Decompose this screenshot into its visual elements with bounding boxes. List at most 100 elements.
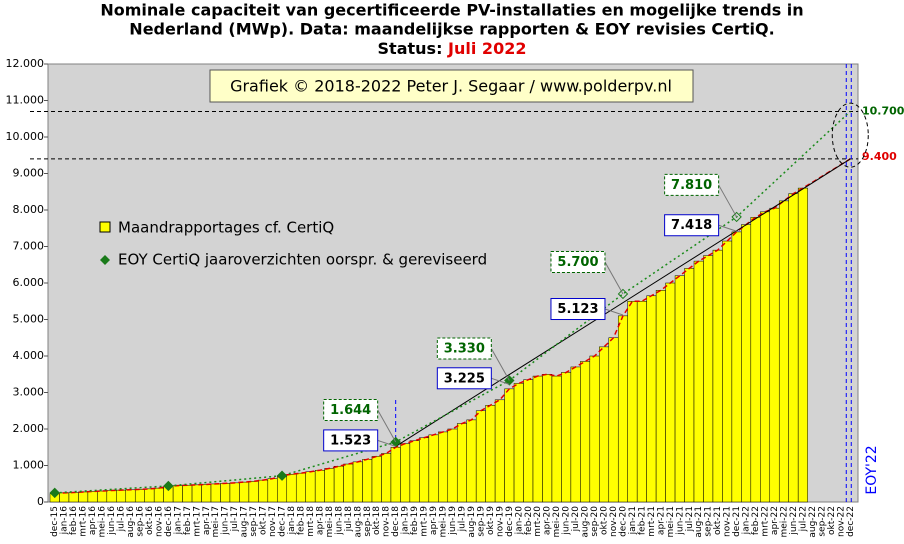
leader-line <box>718 224 737 232</box>
bar <box>561 372 572 503</box>
bar <box>371 456 382 503</box>
x-tick-label: nov-19 <box>495 506 505 537</box>
bar <box>570 366 581 503</box>
x-tick-label: okt-22 <box>827 506 837 535</box>
label-box <box>436 337 492 360</box>
bar <box>144 488 155 503</box>
x-tick-label: jan-18 <box>287 506 297 536</box>
bar <box>494 399 505 503</box>
trend-line <box>395 158 851 447</box>
bar <box>674 275 685 503</box>
eoy-marker <box>49 487 60 499</box>
label-box <box>664 173 720 196</box>
y-tick-label: 12.000 <box>6 57 45 70</box>
x-tick-label: feb-19 <box>410 506 420 535</box>
x-tick-label: okt-19 <box>486 506 496 535</box>
bar <box>627 301 638 503</box>
x-tick-label: jul-21 <box>685 506 695 532</box>
bar <box>731 231 742 503</box>
bar <box>352 461 363 503</box>
x-tick-label: mei-18 <box>325 506 335 538</box>
bar <box>741 224 752 503</box>
bar <box>125 489 136 503</box>
x-tick-label: mrt-17 <box>192 506 202 537</box>
y-tick-label: 6.000 <box>13 276 45 289</box>
y-tick-label: 10.000 <box>6 130 45 143</box>
bar <box>428 434 439 503</box>
bar <box>59 492 70 503</box>
bar <box>513 383 524 503</box>
x-tick-label: nov-21 <box>723 506 733 537</box>
status-label: Status: <box>378 39 443 58</box>
eoy-marker <box>163 480 174 492</box>
annotation-label: 5.123 <box>557 302 598 317</box>
x-tick-label: okt-18 <box>372 506 382 535</box>
x-tick-label: jan-16 <box>60 506 70 536</box>
bar <box>324 468 335 503</box>
projection-label: 10.700 <box>862 104 904 117</box>
x-tick-label: sep-19 <box>476 506 486 537</box>
bar <box>267 478 278 503</box>
status-value: Juli 2022 <box>447 39 526 58</box>
legend-label: Maandrapportages cf. CertiQ <box>118 219 334 237</box>
y-tick-label: 4.000 <box>13 349 45 362</box>
bar <box>68 492 79 503</box>
x-tick-label: apr-20 <box>543 506 553 535</box>
bar <box>116 489 127 503</box>
bar <box>97 490 108 503</box>
annotation-label: 3.225 <box>444 371 485 386</box>
leader-line <box>604 261 624 295</box>
label-box <box>323 429 379 452</box>
x-tick-label: jan-21 <box>628 506 638 535</box>
y-tick-label: 5.000 <box>13 313 45 326</box>
eoy-marker <box>617 288 629 300</box>
x-tick-label: mrt-20 <box>533 506 543 537</box>
leader-line <box>718 184 738 218</box>
x-tick-label: mrt-18 <box>306 506 316 537</box>
y-tick-label: 11.000 <box>6 94 45 107</box>
x-tick-label: apr-18 <box>315 506 325 535</box>
bar <box>580 361 591 503</box>
bar <box>239 481 250 503</box>
bar <box>381 453 392 503</box>
x-tick-label: aug-17 <box>240 506 250 538</box>
bar <box>693 260 704 503</box>
bar <box>400 443 411 503</box>
x-tick-label: jun-16 <box>107 506 117 536</box>
bar <box>703 255 714 503</box>
bar <box>220 483 231 503</box>
x-tick-label: jan-19 <box>401 506 411 536</box>
bar <box>191 484 202 503</box>
x-tick-label: feb-20 <box>524 506 534 535</box>
bar <box>722 240 733 503</box>
x-tick-label: mrt-19 <box>420 506 430 537</box>
bar <box>447 428 458 503</box>
x-tick-label: aug-16 <box>126 506 136 538</box>
annotation-label: 1.523 <box>330 433 371 448</box>
x-tick-label: feb-22 <box>751 506 761 535</box>
x-tick-label: jan-20 <box>514 506 524 536</box>
x-tick-label: jun-20 <box>562 506 572 536</box>
annotation-label: 7.810 <box>671 178 712 193</box>
x-tick-label: feb-16 <box>69 506 79 535</box>
x-tick-label: nov-16 <box>154 506 164 537</box>
x-tick-label: nov-18 <box>382 506 392 537</box>
x-tick-label: jun-19 <box>448 506 458 536</box>
bar <box>599 346 610 503</box>
x-tick-label: apr-16 <box>88 506 98 535</box>
y-tick-label: 2.000 <box>13 422 45 435</box>
x-tick-label: nov-20 <box>609 506 619 537</box>
x-tick-label: jun-22 <box>789 506 799 536</box>
x-tick-label: nov-22 <box>836 506 846 537</box>
label-box <box>550 298 606 321</box>
bar <box>655 290 666 503</box>
label-box <box>664 214 720 237</box>
annotation-label: 5.700 <box>557 255 598 270</box>
x-tick-label: sep-16 <box>135 506 145 537</box>
x-tick-label: feb-21 <box>637 506 647 535</box>
eoy-marker <box>504 375 515 386</box>
chart-title: Nederland (MWp). Data: maandelijkse rapp… <box>129 20 774 39</box>
bar <box>456 423 467 503</box>
x-tick-label: okt-16 <box>145 506 155 535</box>
